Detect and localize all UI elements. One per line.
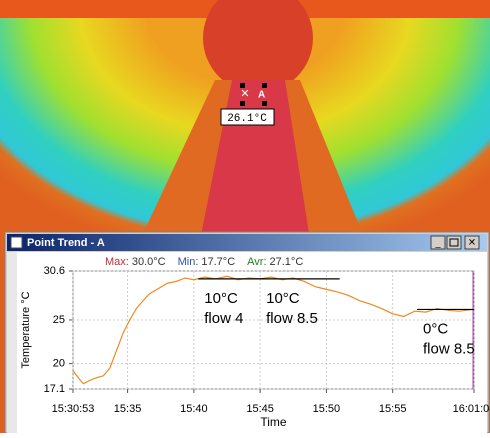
close-button[interactable] — [464, 235, 480, 250]
stat-value: 27.1°C — [270, 256, 304, 268]
annotation: 10°C — [204, 290, 238, 307]
x-axis-label: Time — [260, 415, 287, 429]
stat-label: Max: — [105, 256, 129, 268]
x-tick-label: 15:30:53 — [52, 403, 95, 415]
y-axis-label: Temperature °C — [20, 291, 32, 368]
maximize-button[interactable] — [446, 235, 462, 250]
y-tick-label: 25 — [53, 314, 65, 326]
annotation: flow 8.5 — [423, 340, 475, 357]
annotation: 0°C — [423, 320, 448, 337]
svg-text:✕: ✕ — [468, 238, 476, 249]
annotation: 10°C — [266, 290, 300, 307]
y-tick-label: 20 — [53, 358, 65, 370]
y-tick-label: 30.6 — [44, 265, 65, 277]
data-line — [72, 275, 475, 385]
annotation: flow 8.5 — [266, 310, 318, 327]
stat-label: Avr: — [247, 256, 266, 268]
x-tick-label: 15:55 — [379, 403, 407, 415]
annotation: flow 4 — [204, 310, 243, 327]
side-panel — [7, 252, 17, 433]
stat-label: Min: — [178, 256, 199, 268]
stat-value: 30.0°C — [132, 256, 166, 268]
plot-area — [72, 270, 475, 390]
x-tick-label: 15:50 — [313, 403, 341, 415]
marker-x: ✕ — [240, 88, 249, 100]
x-tick-label: 15:45 — [246, 403, 274, 415]
point-value: 26.1°C — [227, 113, 267, 125]
x-tick-label: 15:40 — [180, 403, 208, 415]
x-tick-label: 16:01:08 — [453, 403, 490, 415]
y-tick-label: 17.1 — [44, 383, 65, 395]
svg-text:_: _ — [434, 237, 441, 247]
point-label: A — [258, 90, 265, 101]
minimize-button[interactable] — [430, 235, 446, 250]
stat-value: 17.7°C — [201, 256, 235, 268]
window-title: Point Trend - A — [27, 237, 105, 249]
x-tick-label: 15:35 — [114, 403, 142, 415]
